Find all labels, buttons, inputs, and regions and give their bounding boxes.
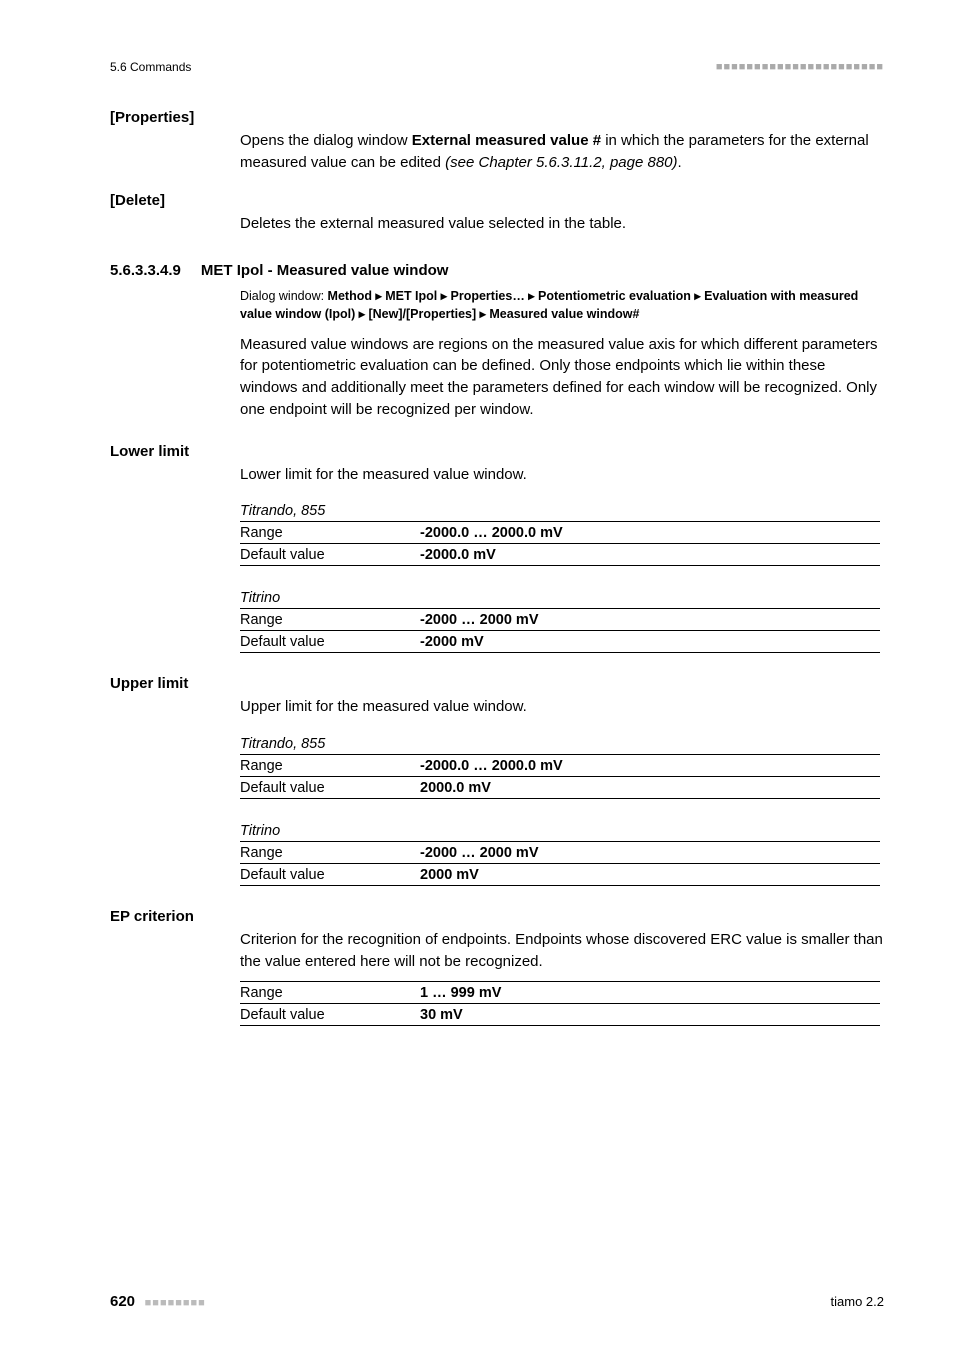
table-row: Default value 2000.0 mV	[240, 776, 880, 799]
table-key: Range	[240, 758, 420, 774]
footer-page-number: 620	[110, 1293, 135, 1310]
section-paragraph: Measured value windows are regions on th…	[240, 334, 884, 421]
upper-limit-table-titrando: Titrando, 855 Range -2000.0 … 2000.0 mV …	[240, 736, 880, 799]
footer-left: 620 ■■■■■■■■	[110, 1293, 206, 1310]
dialog-window-caption: Dialog window: Method ▸ MET Ipol ▸ Prope…	[240, 287, 884, 323]
table-key: Default value	[240, 634, 420, 650]
table-val: -2000 … 2000 mV	[420, 612, 539, 628]
properties-text-prefix: Opens the dialog window	[240, 132, 412, 149]
ep-criterion-table: Range 1 … 999 mV Default value 30 mV	[240, 981, 880, 1026]
footer-right: tiamo 2.2	[831, 1294, 884, 1309]
lower-limit-heading: Lower limit	[110, 443, 884, 460]
header-section-label: 5.6 Commands	[110, 60, 191, 74]
table-key: Default value	[240, 780, 420, 796]
upper-limit-table-titrino: Titrino Range -2000 … 2000 mV Default va…	[240, 823, 880, 886]
delete-heading: [Delete]	[110, 192, 884, 209]
upper-limit-heading: Upper limit	[110, 675, 884, 692]
table-caption: Titrino	[240, 823, 880, 841]
table-val: -2000.0 … 2000.0 mV	[420, 758, 563, 774]
properties-heading: [Properties]	[110, 109, 884, 126]
dialog-caption-prefix: Dialog window:	[240, 289, 328, 303]
table-val: 2000 mV	[420, 867, 479, 883]
page-header: 5.6 Commands ■■■■■■■■■■■■■■■■■■■■■■	[110, 60, 884, 74]
footer-dots: ■■■■■■■■	[145, 1297, 206, 1309]
table-val: -2000 … 2000 mV	[420, 845, 539, 861]
page-footer: 620 ■■■■■■■■ tiamo 2.2	[110, 1293, 884, 1310]
table-row: Range 1 … 999 mV	[240, 981, 880, 1003]
table-row: Default value -2000.0 mV	[240, 543, 880, 566]
table-row: Default value -2000 mV	[240, 630, 880, 653]
table-val: -2000 mV	[420, 634, 484, 650]
table-key: Range	[240, 612, 420, 628]
dialog-caption-path: Method ▸ MET Ipol ▸ Properties… ▸ Potent…	[240, 289, 858, 321]
table-caption: Titrando, 855	[240, 503, 880, 521]
upper-limit-desc: Upper limit for the measured value windo…	[240, 696, 884, 718]
lower-limit-desc: Lower limit for the measured value windo…	[240, 464, 884, 486]
table-row: Range -2000.0 … 2000.0 mV	[240, 521, 880, 543]
section-header-row: 5.6.3.3.4.9 MET Ipol - Measured value wi…	[110, 262, 884, 279]
table-row: Default value 2000 mV	[240, 863, 880, 886]
properties-text-suffix: .	[678, 154, 682, 171]
table-caption: Titrino	[240, 590, 880, 608]
table-caption: Titrando, 855	[240, 736, 880, 754]
table-val: 30 mV	[420, 1007, 463, 1023]
table-key: Range	[240, 985, 420, 1001]
ep-criterion-desc: Criterion for the recognition of endpoin…	[240, 929, 884, 973]
table-row: Range -2000 … 2000 mV	[240, 841, 880, 863]
section-number: 5.6.3.3.4.9	[110, 262, 181, 279]
table-key: Default value	[240, 867, 420, 883]
properties-text: Opens the dialog window External measure…	[240, 130, 884, 174]
delete-text: Deletes the external measured value sele…	[240, 213, 884, 235]
lower-limit-table-titrando: Titrando, 855 Range -2000.0 … 2000.0 mV …	[240, 503, 880, 566]
table-val: 1 … 999 mV	[420, 985, 501, 1001]
properties-text-bold: External measured value #	[412, 132, 601, 149]
table-row: Range -2000.0 … 2000.0 mV	[240, 754, 880, 776]
table-val: 2000.0 mV	[420, 780, 491, 796]
table-key: Default value	[240, 547, 420, 563]
lower-limit-table-titrino: Titrino Range -2000 … 2000 mV Default va…	[240, 590, 880, 653]
table-key: Range	[240, 845, 420, 861]
section-title: MET Ipol - Measured value window	[201, 262, 449, 279]
table-row: Default value 30 mV	[240, 1003, 880, 1026]
table-key: Default value	[240, 1007, 420, 1023]
header-dots: ■■■■■■■■■■■■■■■■■■■■■■	[716, 61, 884, 73]
table-key: Range	[240, 525, 420, 541]
table-val: -2000.0 … 2000.0 mV	[420, 525, 563, 541]
table-row: Range -2000 … 2000 mV	[240, 608, 880, 630]
properties-text-italic: (see Chapter 5.6.3.11.2, page 880)	[445, 154, 677, 171]
table-val: -2000.0 mV	[420, 547, 496, 563]
ep-criterion-heading: EP criterion	[110, 908, 884, 925]
